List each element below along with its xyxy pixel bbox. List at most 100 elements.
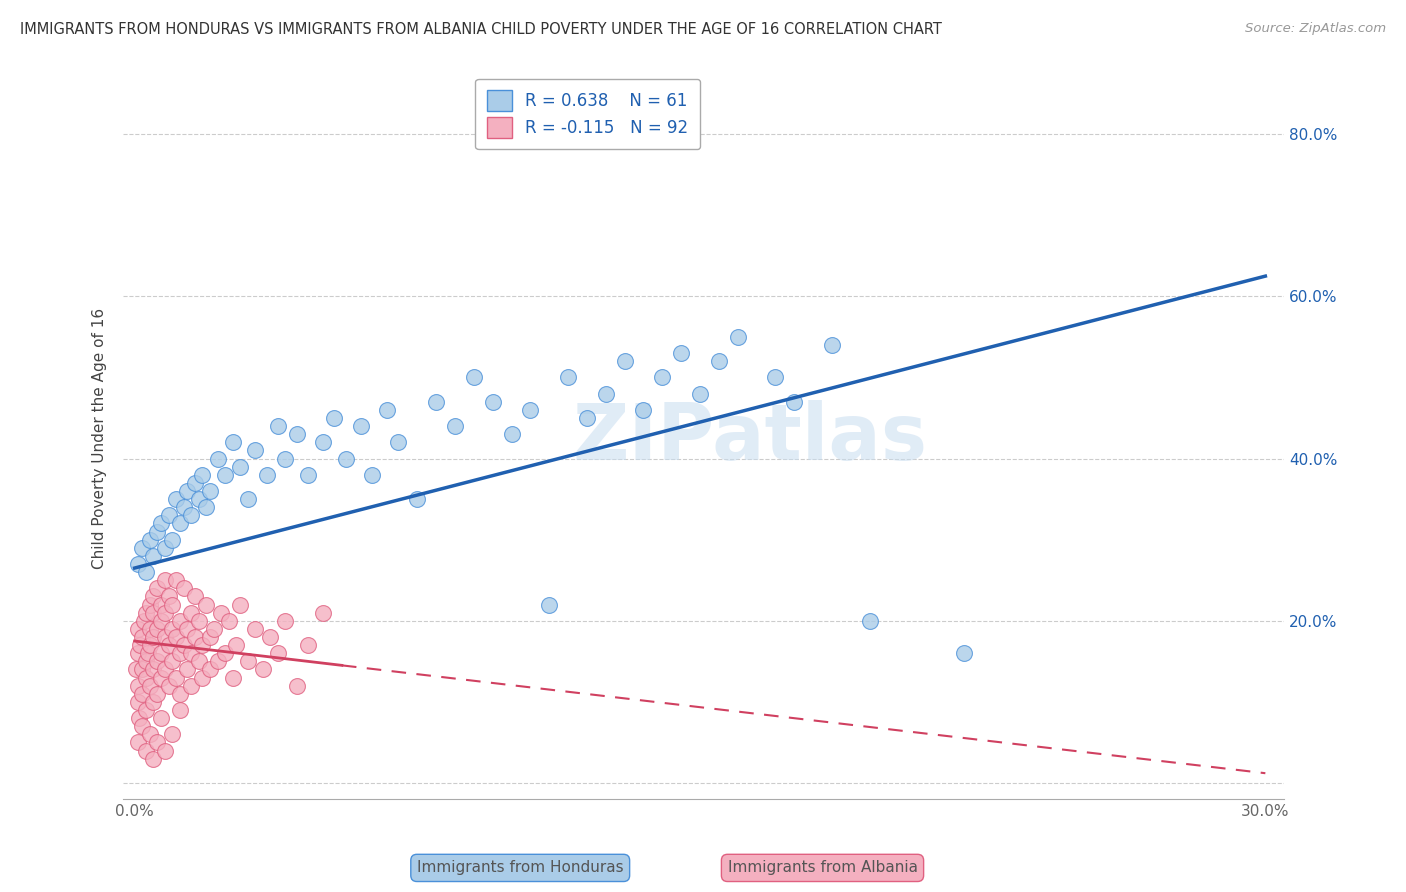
Point [150,646,173,660]
Point [135,703,157,717]
Point [142,630,165,644]
Point [153,630,176,644]
Point [157,638,180,652]
Point [229,459,252,474]
Point [297,467,319,482]
Point [575,411,598,425]
Point [150,598,173,612]
Point [157,590,180,604]
Point [187,492,209,507]
Point [135,743,157,757]
Text: Source: ZipAtlas.com: Source: ZipAtlas.com [1246,22,1386,36]
Point [763,370,786,384]
Point [162,598,184,612]
Point [463,370,485,384]
Point [557,370,579,384]
Point [256,467,278,482]
Point [209,606,232,620]
Point [138,622,160,636]
Point [142,549,165,563]
Point [142,590,165,604]
Point [138,638,160,652]
Point [131,662,153,676]
Point [375,403,398,417]
Point [595,386,617,401]
Point [285,679,308,693]
Point [229,598,252,612]
Point [245,443,267,458]
Point [198,662,221,676]
Point [131,719,153,733]
Text: Immigrants from Albania: Immigrants from Albania [727,861,918,875]
Point [129,638,152,652]
Point [312,435,335,450]
Point [323,411,346,425]
Point [387,435,409,450]
Point [180,646,202,660]
Point [135,606,157,620]
Point [162,622,184,636]
Point [538,598,561,612]
Point [783,394,806,409]
Text: IMMIGRANTS FROM HONDURAS VS IMMIGRANTS FROM ALBANIA CHILD POVERTY UNDER THE AGE : IMMIGRANTS FROM HONDURAS VS IMMIGRANTS F… [20,22,942,37]
Point [184,630,207,644]
Point [127,735,149,749]
Point [198,630,221,644]
Point [173,500,195,515]
Point [953,646,976,660]
Point [176,622,198,636]
Point [169,703,191,717]
Point [858,614,880,628]
Point [176,483,198,498]
Point [162,654,184,668]
Point [267,419,290,434]
Point [245,622,267,636]
Point [444,419,467,434]
Point [191,467,214,482]
Point [225,638,247,652]
Point [184,475,207,490]
Point [157,679,180,693]
Point [236,654,259,668]
Point [150,671,173,685]
Point [198,483,221,498]
Point [153,573,176,587]
Point [153,743,176,757]
Point [821,338,844,352]
Text: Immigrants from Honduras: Immigrants from Honduras [418,861,623,875]
Point [501,427,523,442]
Point [131,630,153,644]
Point [142,662,165,676]
Point [162,533,184,547]
Point [180,679,202,693]
Point [169,516,191,531]
Point [180,508,202,523]
Point [162,727,184,741]
Point [252,662,274,676]
Point [191,671,214,685]
Point [633,403,655,417]
Point [128,711,150,725]
Point [481,394,503,409]
Point [169,614,191,628]
Point [214,467,236,482]
Point [218,614,240,628]
Point [146,622,169,636]
Point [146,654,169,668]
Point [142,695,165,709]
Point [169,646,191,660]
Point [135,654,157,668]
Point [274,614,297,628]
Point [285,427,308,442]
Point [180,606,202,620]
Point [169,687,191,701]
Legend: R = 0.638    N = 61, R = -0.115   N = 92: R = 0.638 N = 61, R = -0.115 N = 92 [475,78,700,149]
Point [150,711,173,725]
Point [146,524,169,539]
Point [127,679,149,693]
Point [146,582,169,596]
Point [173,638,195,652]
Y-axis label: Child Poverty Under the Age of 16: Child Poverty Under the Age of 16 [93,308,107,569]
Point [132,614,155,628]
Point [613,354,636,368]
